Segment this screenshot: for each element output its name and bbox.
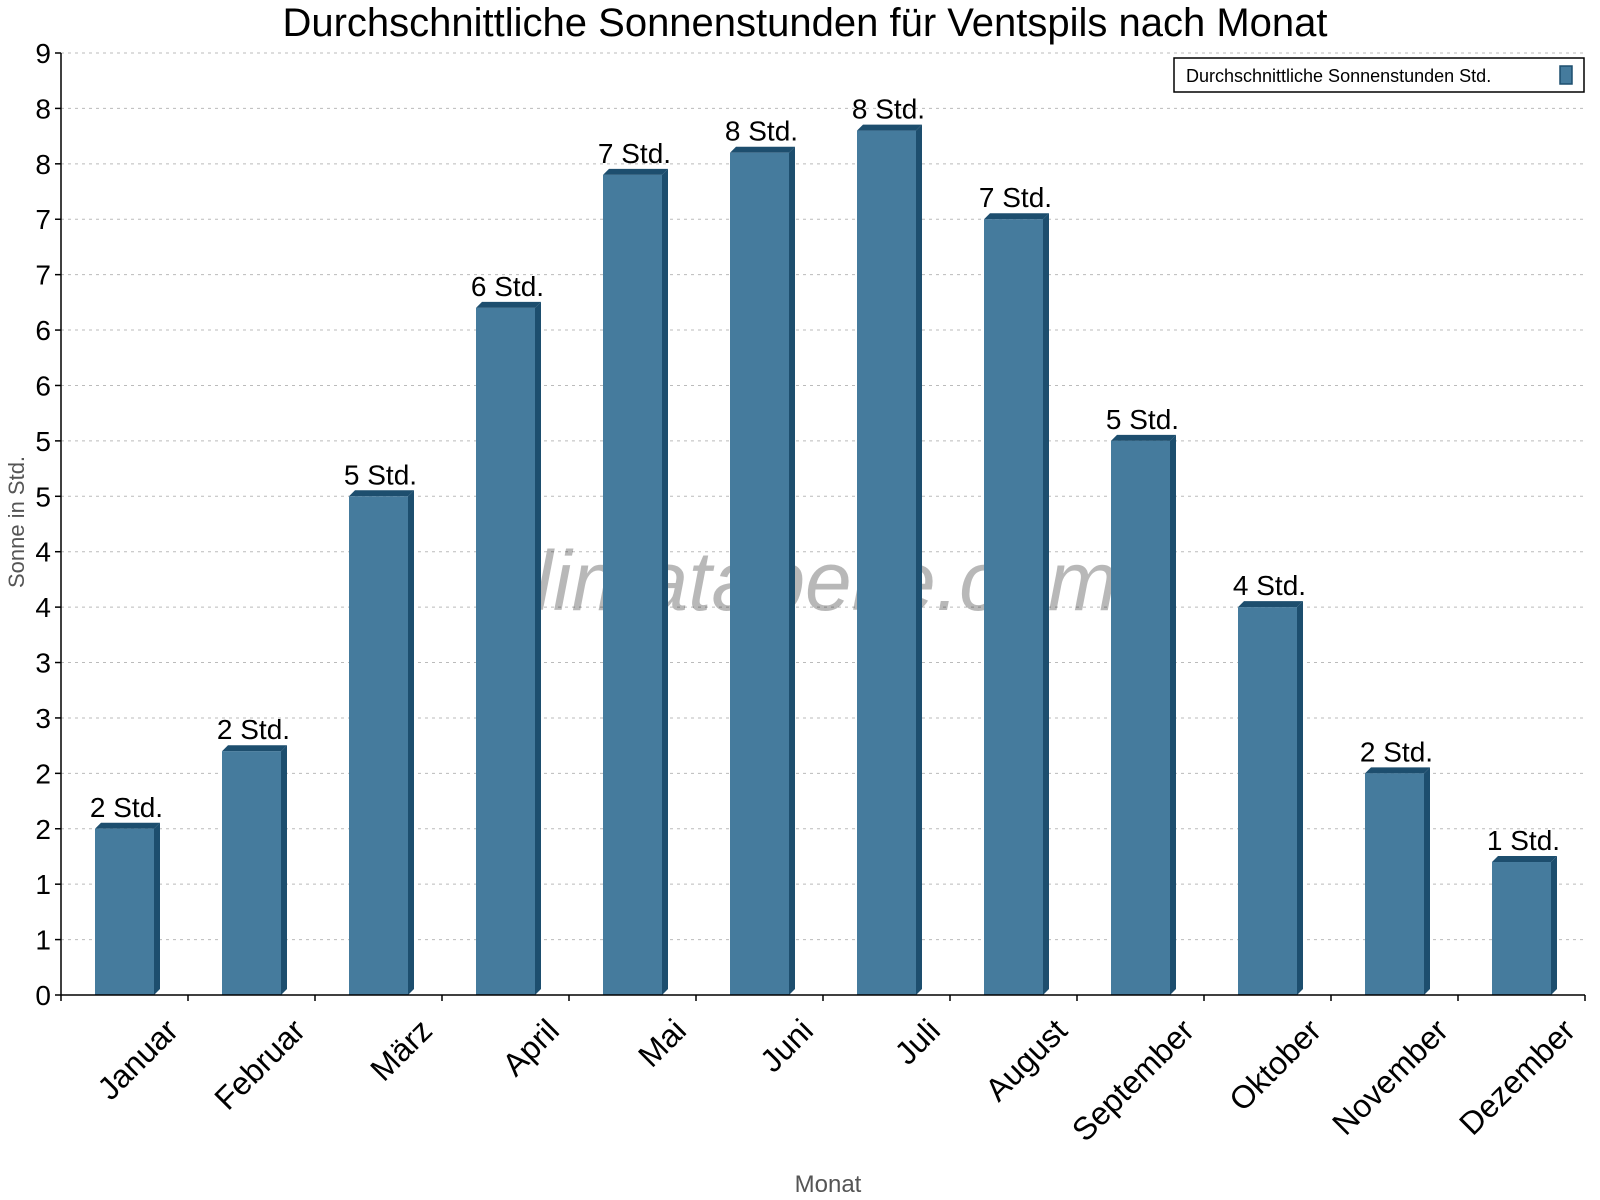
bar bbox=[1111, 440, 1170, 996]
x-tick-label: August bbox=[978, 1012, 1074, 1108]
y-tick-label: 1 bbox=[35, 869, 51, 900]
bar bbox=[476, 307, 535, 995]
bar-side bbox=[408, 490, 414, 995]
y-tick-label: 5 bbox=[35, 426, 51, 457]
y-tick-label: 7 bbox=[35, 204, 51, 235]
y-tick-label: 6 bbox=[35, 370, 51, 401]
bar-top bbox=[603, 168, 668, 175]
bar bbox=[349, 496, 408, 995]
y-tick-label: 8 bbox=[35, 93, 51, 124]
y-tick-label: 4 bbox=[35, 592, 51, 623]
y-tick-label: 2 bbox=[35, 758, 51, 789]
bar-data-label: 5 Std. bbox=[344, 459, 417, 490]
y-tick-label: 5 bbox=[35, 481, 51, 512]
bar-top bbox=[1365, 767, 1430, 774]
bar-top bbox=[1111, 434, 1176, 441]
x-tick-label: März bbox=[363, 1012, 439, 1088]
y-tick-label: 9 bbox=[35, 38, 51, 69]
bar-side bbox=[535, 301, 541, 995]
bar-top bbox=[349, 490, 414, 497]
bar-top bbox=[984, 213, 1049, 220]
x-tick-label: Januar bbox=[90, 1012, 185, 1107]
bar bbox=[857, 130, 916, 995]
bar-data-label: 2 Std. bbox=[1360, 736, 1433, 767]
bar-data-label: 8 Std. bbox=[725, 116, 798, 147]
bar-top bbox=[1238, 601, 1303, 608]
legend: Durchschnittliche Sonnenstunden Std. bbox=[1173, 57, 1585, 93]
x-tick-label: Februar bbox=[207, 1012, 312, 1117]
y-tick-label: 1 bbox=[35, 925, 51, 956]
x-tick-label: April bbox=[495, 1012, 566, 1083]
bar-top bbox=[857, 124, 922, 131]
bar-data-label: 7 Std. bbox=[979, 182, 1052, 213]
bar bbox=[1492, 862, 1551, 995]
legend-swatch bbox=[1559, 65, 1573, 85]
x-tick-label: Dezember bbox=[1452, 1012, 1582, 1142]
x-tick-label: November bbox=[1325, 1012, 1455, 1142]
bars: 2 Std. 2 Std. 5 Std. 6 Std. 7 Std. 8 Std. 8 St… bbox=[90, 94, 1560, 996]
y-tick-label: 6 bbox=[35, 315, 51, 346]
bar-side bbox=[1551, 856, 1557, 995]
bar bbox=[222, 751, 281, 995]
legend-label: Durchschnittliche Sonnenstunden Std. bbox=[1186, 66, 1491, 86]
bar-data-label: 2 Std. bbox=[90, 792, 163, 823]
x-tick-label: Juni bbox=[753, 1012, 820, 1079]
bar-data-label: 4 Std. bbox=[1233, 570, 1306, 601]
y-tick-label: 7 bbox=[35, 260, 51, 291]
chart-title: Durchschnittliche Sonnenstunden für Vent… bbox=[282, 1, 1327, 45]
x-tick-label: Juli bbox=[888, 1012, 947, 1071]
bar-data-label: 1 Std. bbox=[1487, 825, 1560, 856]
bar-side bbox=[281, 745, 287, 995]
bar-top bbox=[730, 146, 795, 153]
bar-side bbox=[1424, 767, 1430, 995]
y-tick-label: 8 bbox=[35, 149, 51, 180]
bar-side bbox=[1043, 213, 1049, 995]
bar bbox=[1238, 607, 1297, 995]
bar-data-label: 5 Std. bbox=[1106, 404, 1179, 435]
bar bbox=[730, 152, 789, 995]
bar-top bbox=[1492, 856, 1557, 863]
bar-top bbox=[222, 745, 287, 752]
bar bbox=[984, 219, 1043, 995]
y-tick-label: 0 bbox=[35, 980, 51, 1011]
x-tick-label: Mai bbox=[631, 1012, 693, 1074]
x-tick-label: Oktober bbox=[1222, 1012, 1328, 1118]
y-tick-label: 3 bbox=[35, 648, 51, 679]
bar-side bbox=[154, 822, 160, 995]
x-axis-label: Monat bbox=[795, 1171, 862, 1198]
x-tick-label: September bbox=[1065, 1012, 1201, 1148]
bar-side bbox=[1297, 601, 1303, 995]
grid bbox=[61, 52, 1585, 941]
bar bbox=[1365, 773, 1424, 995]
bar-data-label: 8 Std. bbox=[852, 94, 925, 125]
bar-data-label: 7 Std. bbox=[598, 138, 671, 169]
bar-top bbox=[476, 301, 541, 308]
bar-side bbox=[1170, 434, 1176, 996]
bar-side bbox=[662, 168, 668, 995]
bar-side bbox=[789, 146, 795, 995]
bar-data-label: 6 Std. bbox=[471, 271, 544, 302]
y-tick-label: 2 bbox=[35, 814, 51, 845]
bar bbox=[603, 174, 662, 995]
bar-top bbox=[95, 822, 160, 829]
bar-data-label: 2 Std. bbox=[217, 714, 290, 745]
y-tick-label: 3 bbox=[35, 703, 51, 734]
bar bbox=[95, 828, 154, 995]
bar-side bbox=[916, 124, 922, 995]
y-axis-label: Sonne in Std. bbox=[4, 456, 29, 588]
y-tick-label: 4 bbox=[35, 537, 51, 568]
